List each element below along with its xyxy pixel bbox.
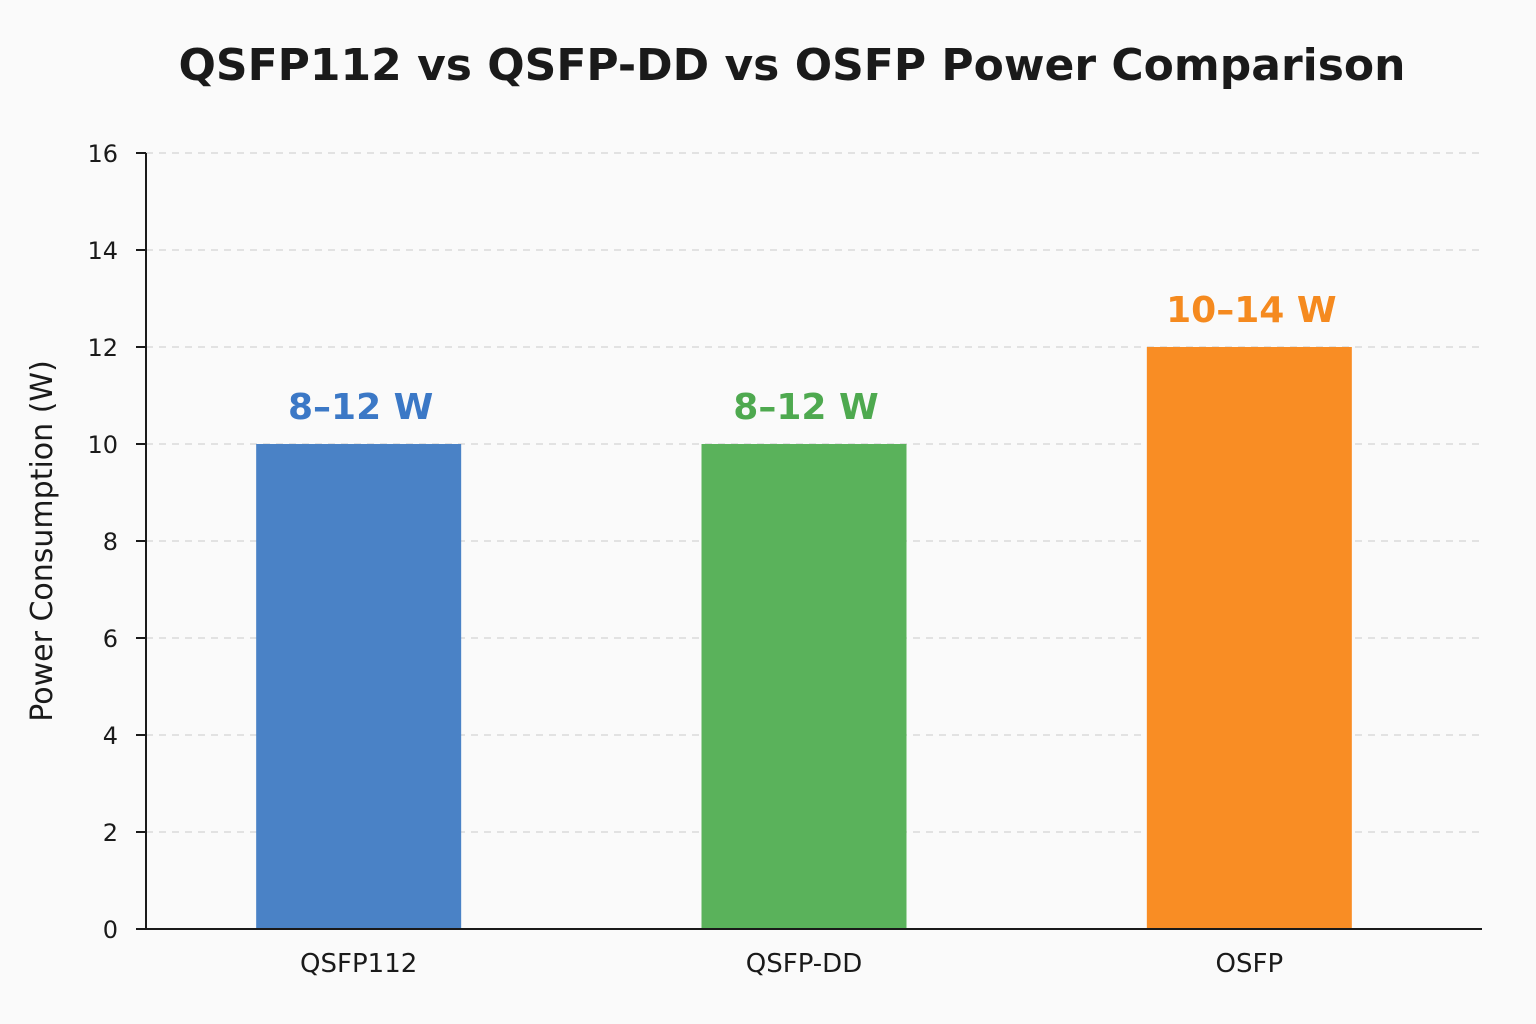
y-tick-label: 8: [103, 528, 118, 556]
y-tick-label: 6: [103, 625, 118, 653]
bar-osfp: [1146, 347, 1352, 929]
data-label: 8–12 W: [733, 387, 878, 428]
bars: [256, 347, 1352, 929]
data-label: 10–14 W: [1166, 290, 1336, 331]
x-axis-labels: QSFP112 QSFP-DD OSFP: [300, 949, 1283, 979]
bar-qsfp-dd: [701, 444, 907, 929]
y-axis-ticks: 0 2 4 6 8 10 12 14 16: [87, 140, 146, 944]
data-label: 8–12 W: [288, 387, 433, 428]
y-axis-title: Power Consumption (W): [25, 360, 60, 722]
x-tick-label: OSFP: [1216, 949, 1284, 979]
chart-title: QSFP112 vs QSFP-DD vs OSFP Power Compari…: [179, 40, 1406, 91]
y-tick-label: 2: [103, 819, 118, 847]
y-tick-label: 4: [103, 722, 118, 750]
y-tick-label: 12: [87, 334, 118, 362]
x-tick-label: QSFP-DD: [746, 949, 862, 979]
x-tick-label: QSFP112: [300, 949, 417, 979]
y-tick-label: 14: [87, 237, 118, 265]
y-tick-label: 0: [103, 916, 118, 944]
y-tick-label: 10: [87, 431, 118, 459]
bar-qsfp112: [256, 444, 462, 929]
data-labels: 8–12 W 8–12 W 10–14 W: [288, 290, 1337, 428]
y-tick-label: 16: [87, 140, 118, 168]
